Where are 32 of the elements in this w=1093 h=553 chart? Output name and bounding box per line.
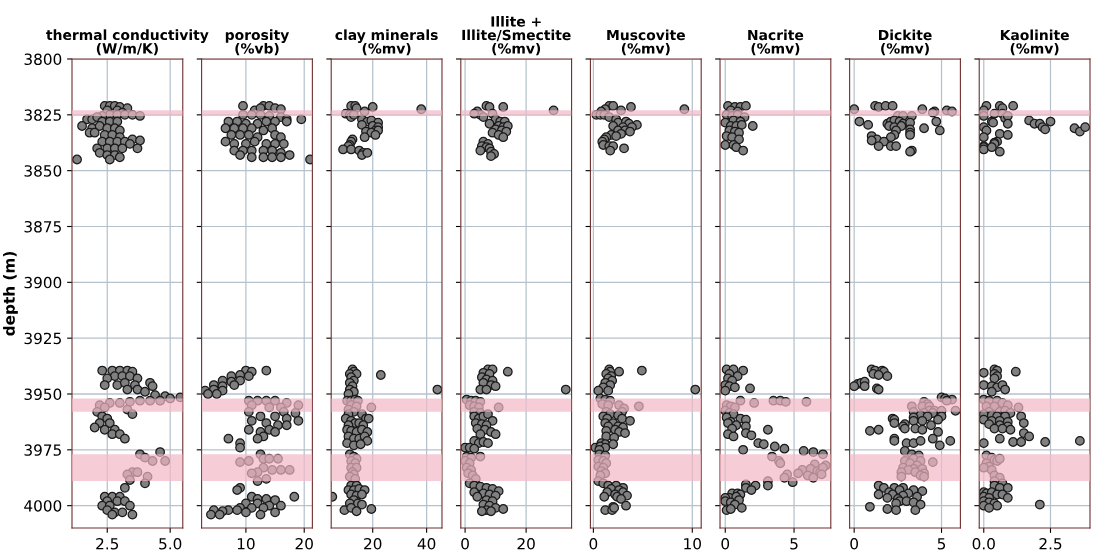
x-tick-label: 0	[589, 537, 598, 550]
x-tick-label: 5	[937, 538, 946, 550]
y-tick-label: 3850	[24, 165, 62, 177]
x-tick-label: 40	[417, 537, 436, 550]
chart-title: Dickite (%mv)	[879, 29, 932, 56]
x-tick-label: 10	[237, 537, 255, 550]
x-tick-label: 10	[684, 537, 701, 550]
chart-title: Kaolinite (%mv)	[1000, 29, 1069, 56]
x-tick-label: 5	[790, 538, 798, 550]
y-tick-label: 3875	[24, 220, 61, 233]
x-tick-label: 0	[850, 537, 859, 550]
x-tick-label: 2.5	[96, 537, 119, 550]
x-tick-label: 5.0	[159, 537, 182, 550]
x-tick-label: 2.5	[1039, 537, 1062, 550]
chart-title: Muscovite (%mv)	[607, 29, 685, 56]
chart-title: porosity (%vb)	[225, 29, 290, 56]
y-tick-label: 3975	[24, 444, 61, 456]
x-tick-label: 0	[721, 537, 730, 550]
chart-title: Illite + Illite/Smectite (%mv)	[462, 16, 571, 56]
x-tick-label: 0.0	[972, 537, 995, 550]
x-tick-label: 20	[517, 537, 535, 550]
x-tick-label: 0	[461, 537, 469, 550]
y-tick-label: 3825	[24, 109, 61, 121]
chart-title: Nacrite (%mv)	[748, 29, 804, 56]
y-axis-title: depth (m)	[3, 252, 18, 336]
x-tick-label: 20	[364, 537, 382, 550]
y-tick-label: 3925	[24, 332, 61, 345]
y-tick-label: 3900	[24, 276, 62, 289]
y-tick-label: 4000	[24, 500, 62, 512]
y-tick-label: 3950	[24, 388, 62, 401]
x-tick-label: 20	[295, 537, 313, 550]
chart-title: clay minerals (%mv)	[335, 29, 438, 56]
